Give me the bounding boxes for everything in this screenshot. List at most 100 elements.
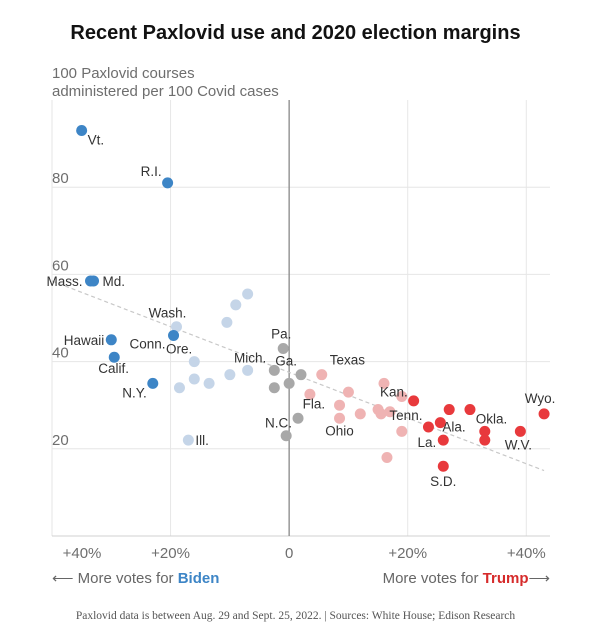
point-27: [304, 388, 316, 400]
trend-line: [51, 280, 545, 472]
more-votes-biden: ⟵ More votes for Biden: [52, 570, 219, 587]
trump-label: Trump: [483, 570, 529, 587]
point-label-48: W.V.: [505, 437, 532, 452]
point-49: [538, 408, 550, 420]
y-tick-label-2: 60: [52, 257, 69, 274]
point-12: [242, 288, 254, 300]
scatter-chart: 100 Paxlovid courses administered per 10…: [47, 65, 556, 587]
point-26: [316, 369, 328, 381]
chart-title: Recent Paxlovid use and 2020 election ma…: [70, 22, 521, 44]
point-3: [88, 275, 99, 287]
trend-line-segment: [51, 280, 545, 472]
y-axis-title-line-1: 100 Paxlovid courses: [52, 65, 195, 82]
point-label-49: Wyo.: [525, 391, 556, 406]
more-votes-trump: More votes for Trump⟶: [383, 570, 550, 587]
point-32: [378, 377, 390, 389]
point-label-27: Fla.: [303, 396, 326, 411]
point-13: [221, 316, 233, 328]
point-15: [224, 369, 236, 381]
point-label-9: Ore.: [166, 342, 192, 357]
y-axis-title: 100 Paxlovid courses administered per 10…: [52, 65, 279, 100]
point-8: [171, 321, 182, 333]
point-29: [334, 399, 346, 411]
point-label-1: R.I.: [141, 164, 162, 179]
point-7: [147, 377, 159, 389]
x-tick-label-3: +20%: [388, 545, 427, 562]
point-label-26: Texas: [330, 353, 366, 368]
point-23: [268, 382, 280, 394]
point-46: [479, 434, 491, 446]
point-48: [514, 425, 526, 437]
point-19: [277, 343, 289, 355]
footnote: Paxlovid data is between Aug. 29 and Sep…: [75, 610, 516, 622]
point-label-19: Pa.: [271, 327, 291, 342]
point-0: [76, 125, 88, 137]
point-label-41: Ala.: [442, 420, 465, 435]
point-9: [188, 356, 200, 368]
point-labels: Vt. R.I. Mass. Md. Hawaii Conn.Calif. N.Y. Wash…: [47, 133, 556, 490]
more-votes-trump-prefix: More votes for: [383, 570, 483, 587]
x-tick-label-1: +20%: [151, 545, 190, 562]
point-30: [334, 412, 346, 424]
biden-label: Biden: [178, 570, 220, 587]
point-label-40: Tenn.: [389, 408, 422, 423]
point-label-21: Ga.: [275, 354, 297, 369]
point-44: [464, 404, 476, 416]
point-6: [108, 351, 120, 363]
y-axis-title-line-2: administered per 100 Covid cases: [52, 83, 279, 100]
point-label-10: Ill.: [195, 433, 209, 448]
point-17: [203, 377, 215, 389]
y-tick-label-0: 20: [52, 432, 69, 449]
x-tick-label-4: +40%: [507, 545, 546, 562]
point-16: [188, 373, 200, 385]
point-5: [168, 329, 180, 341]
point-40: [422, 421, 434, 433]
point-label-6: Calif.: [98, 361, 129, 376]
point-label-4: Hawaii: [64, 333, 105, 348]
point-4: [105, 334, 117, 346]
point-34: [375, 408, 387, 420]
point-label-20: Mich.: [234, 350, 266, 365]
point-label-47: S.D.: [430, 474, 456, 489]
point-22: [283, 377, 295, 389]
more-votes-biden-prefix: ⟵ More votes for: [52, 570, 178, 587]
y-tick-label-3: 80: [52, 170, 69, 187]
point-20: [268, 364, 280, 376]
point-1: [162, 177, 174, 189]
point-47: [437, 460, 449, 472]
point-36: [396, 390, 408, 402]
point-35: [384, 406, 396, 418]
right-arrow: ⟶: [528, 570, 550, 587]
point-label-24: N.C.: [265, 415, 292, 430]
point-11: [230, 299, 242, 311]
point-28: [342, 386, 354, 398]
point-label-2: Mass.: [47, 274, 83, 289]
y-tick-label-1: 40: [52, 345, 69, 362]
point-label-3: Md.: [103, 274, 126, 289]
point-45: [479, 425, 491, 437]
data-points: [76, 125, 550, 472]
point-14: [242, 364, 254, 376]
y-tick-labels: 20 40 60 80: [52, 170, 69, 449]
point-label-30: Ohio: [325, 423, 354, 438]
point-41: [434, 417, 446, 429]
x-tick-labels: +40% +20% 0 +20% +40%: [63, 545, 546, 562]
point-31: [354, 408, 366, 420]
point-25: [280, 430, 292, 442]
point-label-7: N.Y.: [122, 385, 147, 400]
point-label-8: Wash.: [149, 306, 187, 321]
point-label-45: Okla.: [476, 411, 508, 426]
point-21: [295, 369, 307, 381]
point-label-5: Conn.: [130, 336, 166, 351]
point-24: [292, 412, 304, 424]
point-label-0: Vt.: [88, 133, 105, 148]
point-10: [182, 434, 194, 446]
point-label-42: La.: [418, 435, 437, 450]
point-label-32: Kan.: [380, 384, 408, 399]
point-43: [443, 404, 455, 416]
grid: [51, 100, 550, 537]
point-38: [381, 452, 393, 464]
point-18: [173, 382, 185, 394]
point-42: [437, 434, 449, 446]
x-tick-label-0: +40%: [63, 545, 102, 562]
